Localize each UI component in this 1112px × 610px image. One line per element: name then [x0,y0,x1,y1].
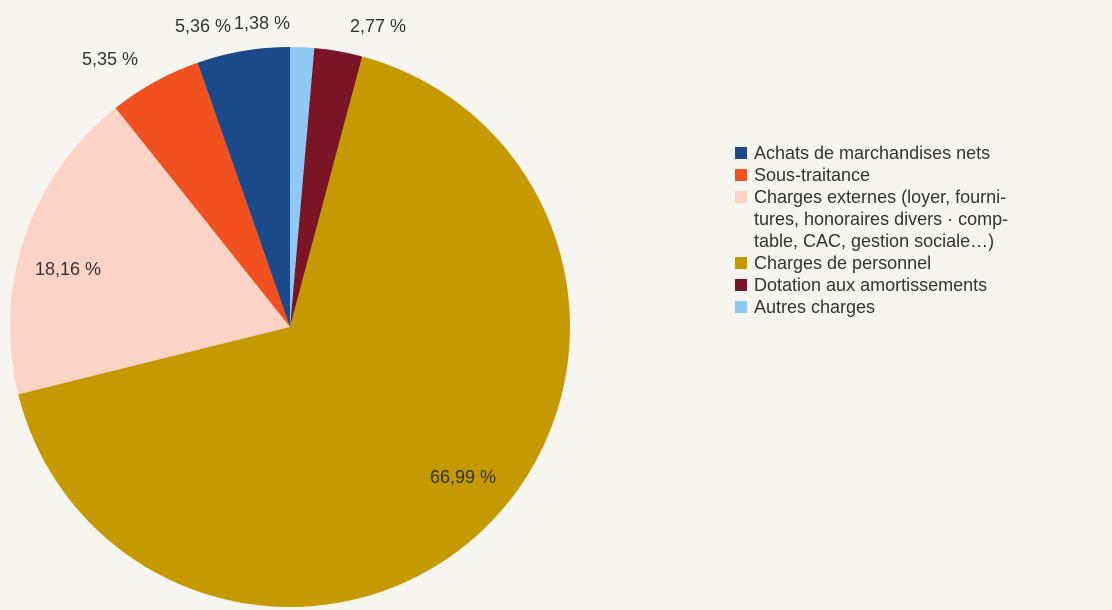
data-label: 66,99 % [430,467,496,487]
pie-slice [290,48,363,327]
pie-slice [197,47,290,327]
legend-label: Sous-traitance [754,165,871,185]
legend-swatch [735,301,747,313]
legend-swatch [735,279,747,291]
legend-label: Charges externes (loyer, fourni- tures, … [754,187,1009,251]
legend-label: Dotation aux amortissements [754,275,988,295]
pie-slice [9,108,291,395]
legend-swatch [735,257,747,269]
legend-item: Achats de marchandises nets [735,142,1008,164]
legend-swatch [735,147,747,159]
legend-item: Charges externes (loyer, fourni- tures, … [735,186,1008,252]
legend-label: Achats de marchandises nets [754,143,991,163]
pie-slice [115,62,290,327]
legend-item: Sous-traitance [735,164,1008,186]
legend-swatch [735,191,747,203]
legend: Achats de marchandises nets Sous-traitanc… [735,142,1008,318]
legend-label: Charges de personnel [754,253,932,273]
data-label: 1,38 % [234,13,290,33]
data-label: 5,36 % [175,16,231,36]
pie-slice [290,47,315,327]
legend-item: Charges de personnel [735,252,1008,274]
pie-slice [18,56,570,608]
legend-item: Autres charges [735,296,1008,318]
data-label: 18,16 % [35,259,101,279]
legend-swatch [735,169,747,181]
legend-label: Autres charges [754,297,876,317]
data-label: 5,35 % [82,49,138,69]
data-label: 2,77 % [350,16,406,36]
legend-item: Dotation aux amortissements [735,274,1008,296]
